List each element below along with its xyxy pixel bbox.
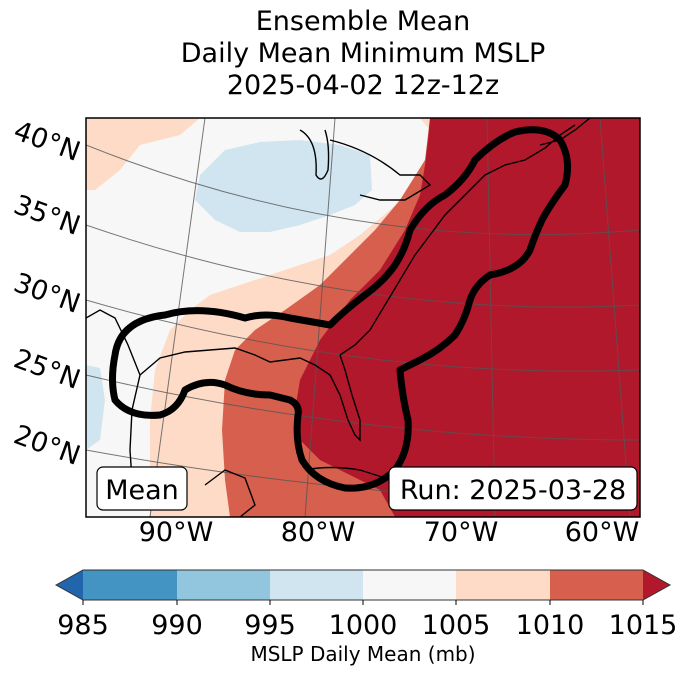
colorbar-tick-995: 995: [244, 610, 296, 641]
lon-label-80w: 80°W: [281, 517, 356, 548]
title-line-3: 2025-04-02 12z-12z: [226, 70, 500, 101]
lon-label-60w: 60°W: [565, 517, 640, 548]
coastlines: [86, 118, 591, 517]
colorbar-tick-1015: 1015: [609, 610, 678, 641]
longitude-gridlines: [149, 118, 631, 517]
colorbar-bin-1010-1015: [550, 570, 643, 600]
colorbar-bin-1000-1005: [363, 570, 456, 600]
mean-badge: Mean: [96, 466, 188, 511]
colorbar-tick-990: 990: [151, 610, 203, 641]
colorbar-extend-over: [643, 570, 670, 600]
lat-label-30n: 30°N: [10, 267, 85, 319]
colorbar-label: MSLP Daily Mean (mb): [250, 642, 475, 666]
title-line-1: Ensemble Mean: [255, 6, 471, 37]
map-area: [86, 118, 640, 517]
colorbar-bin-995-1000: [270, 570, 363, 600]
colorbar-extend-under: [56, 570, 83, 600]
colorbar-bin-1005-1010: [456, 570, 550, 600]
map-frame: [85, 117, 641, 518]
colorbar-tick-1005: 1005: [422, 610, 491, 641]
lat-label-35n: 35°N: [10, 189, 85, 241]
lon-label-90w: 90°W: [139, 517, 214, 548]
colorbar: 985 990 995 1000 1005 1010 1015 MSLP Dai…: [54, 569, 678, 666]
mean-badge-text: Mean: [105, 475, 179, 506]
run-badge: Run: 2025-03-28: [388, 466, 638, 511]
region-1005-1010-nw: [86, 118, 200, 190]
lat-label-20n: 20°N: [10, 419, 85, 471]
lat-label-25n: 25°N: [10, 343, 85, 395]
colorbar-bin-985-990: [83, 570, 177, 600]
colorbar-bin-990-995: [177, 570, 270, 600]
colorbar-tick-marks: [82, 600, 644, 605]
mslp-contour: [109, 126, 572, 492]
title-line-2: Daily Mean Minimum MSLP: [180, 38, 546, 69]
colorbar-tick-1010: 1010: [516, 610, 585, 641]
colorbar-tick-985: 985: [57, 610, 109, 641]
region-995-1000-sw: [86, 365, 105, 450]
lon-label-70w: 70°W: [424, 517, 499, 548]
colorbar-tick-1000: 1000: [329, 610, 398, 641]
lat-label-40n: 40°N: [10, 115, 85, 167]
run-badge-text: Run: 2025-03-28: [400, 475, 626, 506]
